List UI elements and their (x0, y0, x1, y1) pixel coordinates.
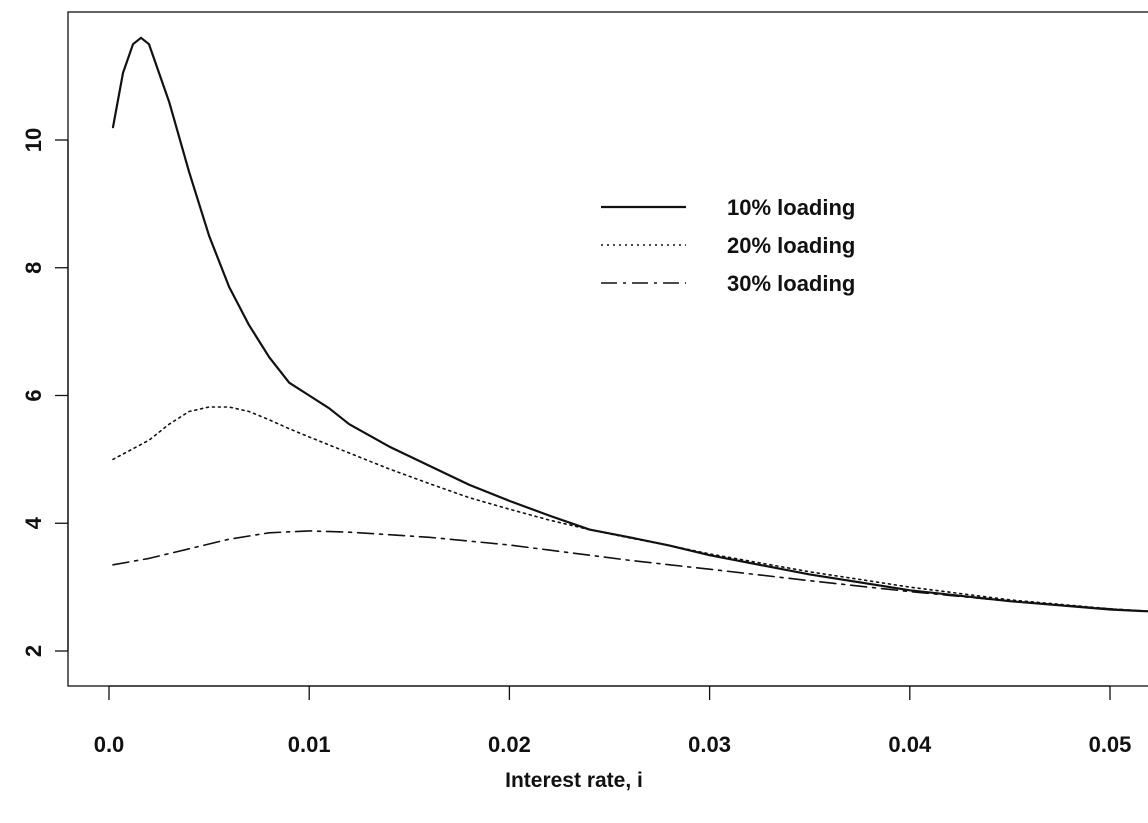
series-line-2 (112, 406, 1148, 613)
x-tick-label: 0.01 (288, 732, 331, 757)
legend-label-1: 10% loading (727, 195, 855, 220)
y-tick-label: 10 (21, 128, 46, 152)
series-group (111, 36, 1148, 613)
legend-label-3: 30% loading (727, 271, 855, 296)
legend-label-2: 20% loading (727, 233, 855, 258)
x-axis-title: Interest rate, i (505, 769, 643, 792)
x-tick-label: 0.0 (94, 732, 125, 757)
plot-frame (67, 11, 1148, 687)
y-axis: 2 4 6 8 10 (21, 128, 69, 657)
x-axis: 0.0 0.01 0.02 0.03 0.04 0.05 (94, 685, 1132, 757)
y-tick-label: 4 (21, 516, 46, 529)
y-tick-label: 2 (21, 645, 46, 657)
y-tick-label: 6 (21, 389, 46, 401)
x-tick-label: 0.05 (1089, 732, 1132, 757)
series-line-3 (112, 530, 1148, 613)
y-tick-label: 8 (21, 262, 46, 274)
legend: 10% loading 20% loading 30% loading (601, 195, 855, 296)
x-tick-label: 0.04 (888, 732, 932, 757)
series-line-1 (111, 36, 1148, 613)
x-tick-label: 0.02 (488, 732, 531, 757)
x-tick-label: 0.03 (688, 732, 731, 757)
